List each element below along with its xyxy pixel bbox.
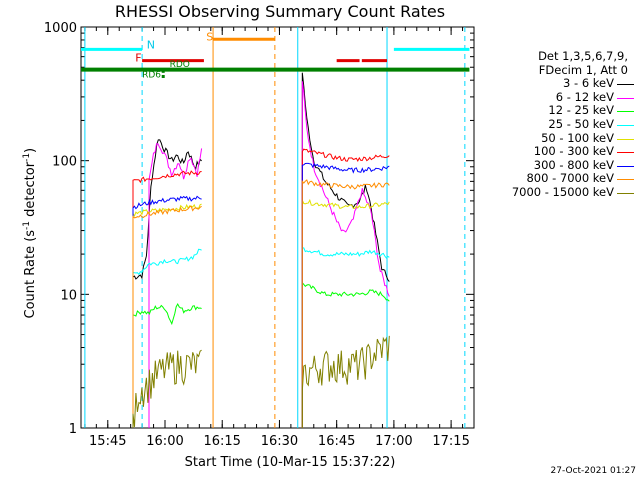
x-tick-label: 16:30: [261, 434, 298, 449]
series-line-1: [301, 72, 390, 428]
legend-label: 800 - 7000 keV: [526, 171, 614, 186]
legend-entry: 3 - 6 keV: [478, 77, 638, 91]
legend-label: 7000 - 15000 keV: [511, 184, 614, 199]
series-line-6: [301, 148, 390, 428]
legend-swatch: [617, 152, 634, 154]
series-line-5: [301, 198, 390, 428]
plot-frame: [80, 26, 475, 429]
legend-label: 3 - 6 keV: [563, 76, 614, 91]
series-line-2: [148, 143, 203, 428]
legend-entry: 100 - 300 keV: [478, 145, 638, 159]
series-line-3: [301, 281, 390, 428]
legend-header-2: FDecim 1, Att 0: [538, 62, 628, 77]
rd6-marker: [161, 74, 165, 78]
y-tick-label: 10: [60, 288, 77, 303]
legend-header-1: Det 1,3,5,6,7,9,: [538, 49, 628, 63]
series-line-4: [132, 248, 202, 428]
x-tick-label: 16:15: [203, 434, 240, 449]
x-tick-label: 17:15: [432, 434, 469, 449]
legend-swatch: [617, 165, 634, 167]
legend-swatch: [617, 192, 634, 194]
y-tick-label: 1: [69, 422, 77, 437]
legend-swatch: [617, 111, 634, 113]
legend-entry: 300 - 800 keV: [478, 157, 638, 173]
series-line-5: [132, 203, 202, 428]
legend-entry: 25 - 50 keV: [478, 116, 638, 132]
legend-entries: 3 - 6 keV 6 - 12 keV 12 - 25 keV 25 - 50 ke…: [478, 77, 638, 199]
legend: Det 1,3,5,6,7,9, FDecim 1, Att 0 3 - 6 k…: [478, 49, 638, 200]
legend-label: 300 - 800 keV: [533, 157, 614, 172]
rdo-marker: [161, 69, 165, 73]
legend-label: 6 - 12 keV: [555, 89, 614, 104]
legend-label: 25 - 50 keV: [548, 116, 614, 131]
series-line-3: [132, 302, 202, 428]
legend-label: 12 - 25 keV: [548, 103, 614, 118]
rd6-annotation: RD6: [142, 70, 161, 80]
y-tick-label: 100: [52, 155, 77, 170]
rdo-annotation: RDO: [170, 60, 190, 70]
s-annotation: S: [206, 31, 213, 44]
f-annotation: F: [135, 52, 141, 65]
legend-entry: 12 - 25 keV: [478, 104, 638, 118]
series-line-9: [301, 335, 390, 428]
x-tick-label: 16:00: [146, 434, 183, 449]
legend-swatch: [617, 179, 634, 181]
series-line-7: [132, 195, 202, 428]
series-line-8: [132, 205, 202, 428]
series-line-4: [301, 247, 390, 428]
timestamp: 27-Oct-2021 01:27: [550, 466, 636, 476]
legend-swatch: [617, 97, 634, 99]
series-line-6: [132, 170, 202, 428]
legend-entry: 800 - 7000 keV: [478, 172, 638, 186]
legend-swatch: [617, 84, 634, 86]
series-line-8: [301, 179, 390, 428]
legend-entry: 50 - 100 keV: [478, 130, 638, 146]
series-line-1: [132, 139, 202, 428]
series-line-9: [132, 349, 202, 428]
legend-label: 100 - 300 keV: [533, 144, 614, 159]
legend-entry: 6 - 12 keV: [478, 89, 638, 105]
chart-title: RHESSI Observing Summary Count Rates: [114, 2, 446, 21]
series-line-2: [301, 81, 390, 428]
y-tick-label: 1000: [44, 21, 77, 36]
y-axis-label: Count Rate (s-1 detector-1): [21, 147, 39, 319]
legend-swatch: [617, 138, 634, 140]
legend-label: 50 - 100 keV: [541, 130, 614, 145]
series-line-7: [301, 162, 390, 428]
x-tick-label: 16:45: [318, 434, 355, 449]
n-annotation: N: [147, 39, 155, 52]
legend-swatch: [617, 124, 634, 126]
legend-entry: 7000 - 15000 keV: [478, 184, 638, 200]
x-tick-label: 17:00: [375, 434, 412, 449]
x-axis-label: Start Time (10-Mar-15 15:37:22): [184, 455, 396, 470]
x-tick-label: 15:45: [89, 434, 126, 449]
